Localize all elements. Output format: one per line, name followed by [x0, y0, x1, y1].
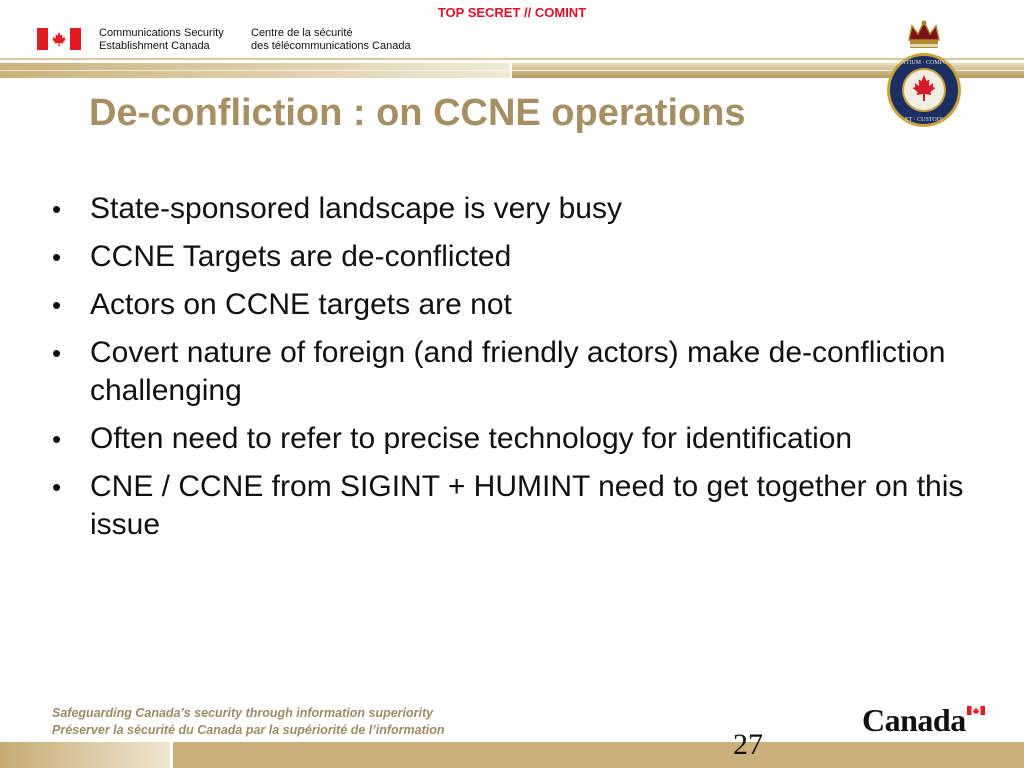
slide-title: De-confliction : on CCNE operations: [89, 92, 746, 134]
crown-icon: [908, 20, 940, 48]
bullet-glyph: •: [52, 194, 62, 224]
footer-tagline: Safeguarding Canada’s security through i…: [52, 705, 445, 739]
bullet-text: CCNE Targets are de-conflicted: [90, 240, 512, 273]
bullet-item: • Actors on CCNE targets are not: [52, 286, 972, 324]
header-band: [0, 58, 1024, 78]
bullet-glyph: •: [52, 242, 62, 272]
bullet-text: Often need to refer to precise technolog…: [90, 422, 853, 455]
bullet-item: • CCNE Targets are de-conflicted: [52, 238, 972, 276]
page-number: 27: [733, 728, 763, 761]
bullet-glyph: •: [52, 338, 62, 368]
footer-tagline-french: Préserver la sécurité du Canada par la s…: [52, 723, 445, 737]
org-name-french-line1: Centre de la sécurité: [251, 27, 353, 39]
canada-wordmark: Canada: [862, 702, 966, 738]
bullet-item: • CNE / CCNE from SIGINT + HUMINT need to…: [52, 468, 972, 544]
svg-text:NUNTIUM · COMPONE: NUNTIUM · COMPONE: [893, 60, 956, 66]
bullet-glyph: •: [52, 290, 62, 320]
bullet-text: CNE / CCNE from SIGINT + HUMINT need to …: [90, 470, 964, 541]
wordmark-flag-icon: [967, 706, 985, 715]
canada-flag-icon: [37, 28, 81, 50]
classification-banner: TOP SECRET // COMINT: [437, 5, 587, 20]
org-name-french: Centre de la sécurité des télécommunicat…: [251, 27, 411, 53]
bullet-text: Covert nature of foreign (and friendly a…: [90, 336, 946, 407]
bullet-text: Actors on CCNE targets are not: [90, 288, 512, 321]
footer-band: [0, 742, 1024, 768]
bullet-item: • State-sponsored landscape is very busy: [52, 190, 972, 228]
bullet-item: • Covert nature of foreign (and friendly …: [52, 334, 972, 410]
bullet-glyph: •: [52, 472, 62, 502]
org-name-french-line2: des télécommunications Canada: [251, 40, 411, 52]
bullet-item: • Often need to refer to precise technolo…: [52, 420, 972, 458]
org-name-english-line1: Communications Security: [99, 27, 224, 39]
cse-crest-icon: NUNTIUM · COMPONE ET · CUSTODI: [887, 20, 961, 127]
bullet-text: State-sponsored landscape is very busy: [90, 192, 622, 225]
footer-tagline-english: Safeguarding Canada’s security through i…: [52, 706, 434, 720]
svg-text:ET · CUSTODI: ET · CUSTODI: [905, 117, 943, 123]
bullet-glyph: •: [52, 424, 62, 454]
org-name-english-line2: Establishment Canada: [99, 40, 210, 52]
bullet-list: • State-sponsored landscape is very busy …: [52, 190, 972, 554]
org-name-english: Communications Security Establishment Ca…: [99, 27, 224, 53]
